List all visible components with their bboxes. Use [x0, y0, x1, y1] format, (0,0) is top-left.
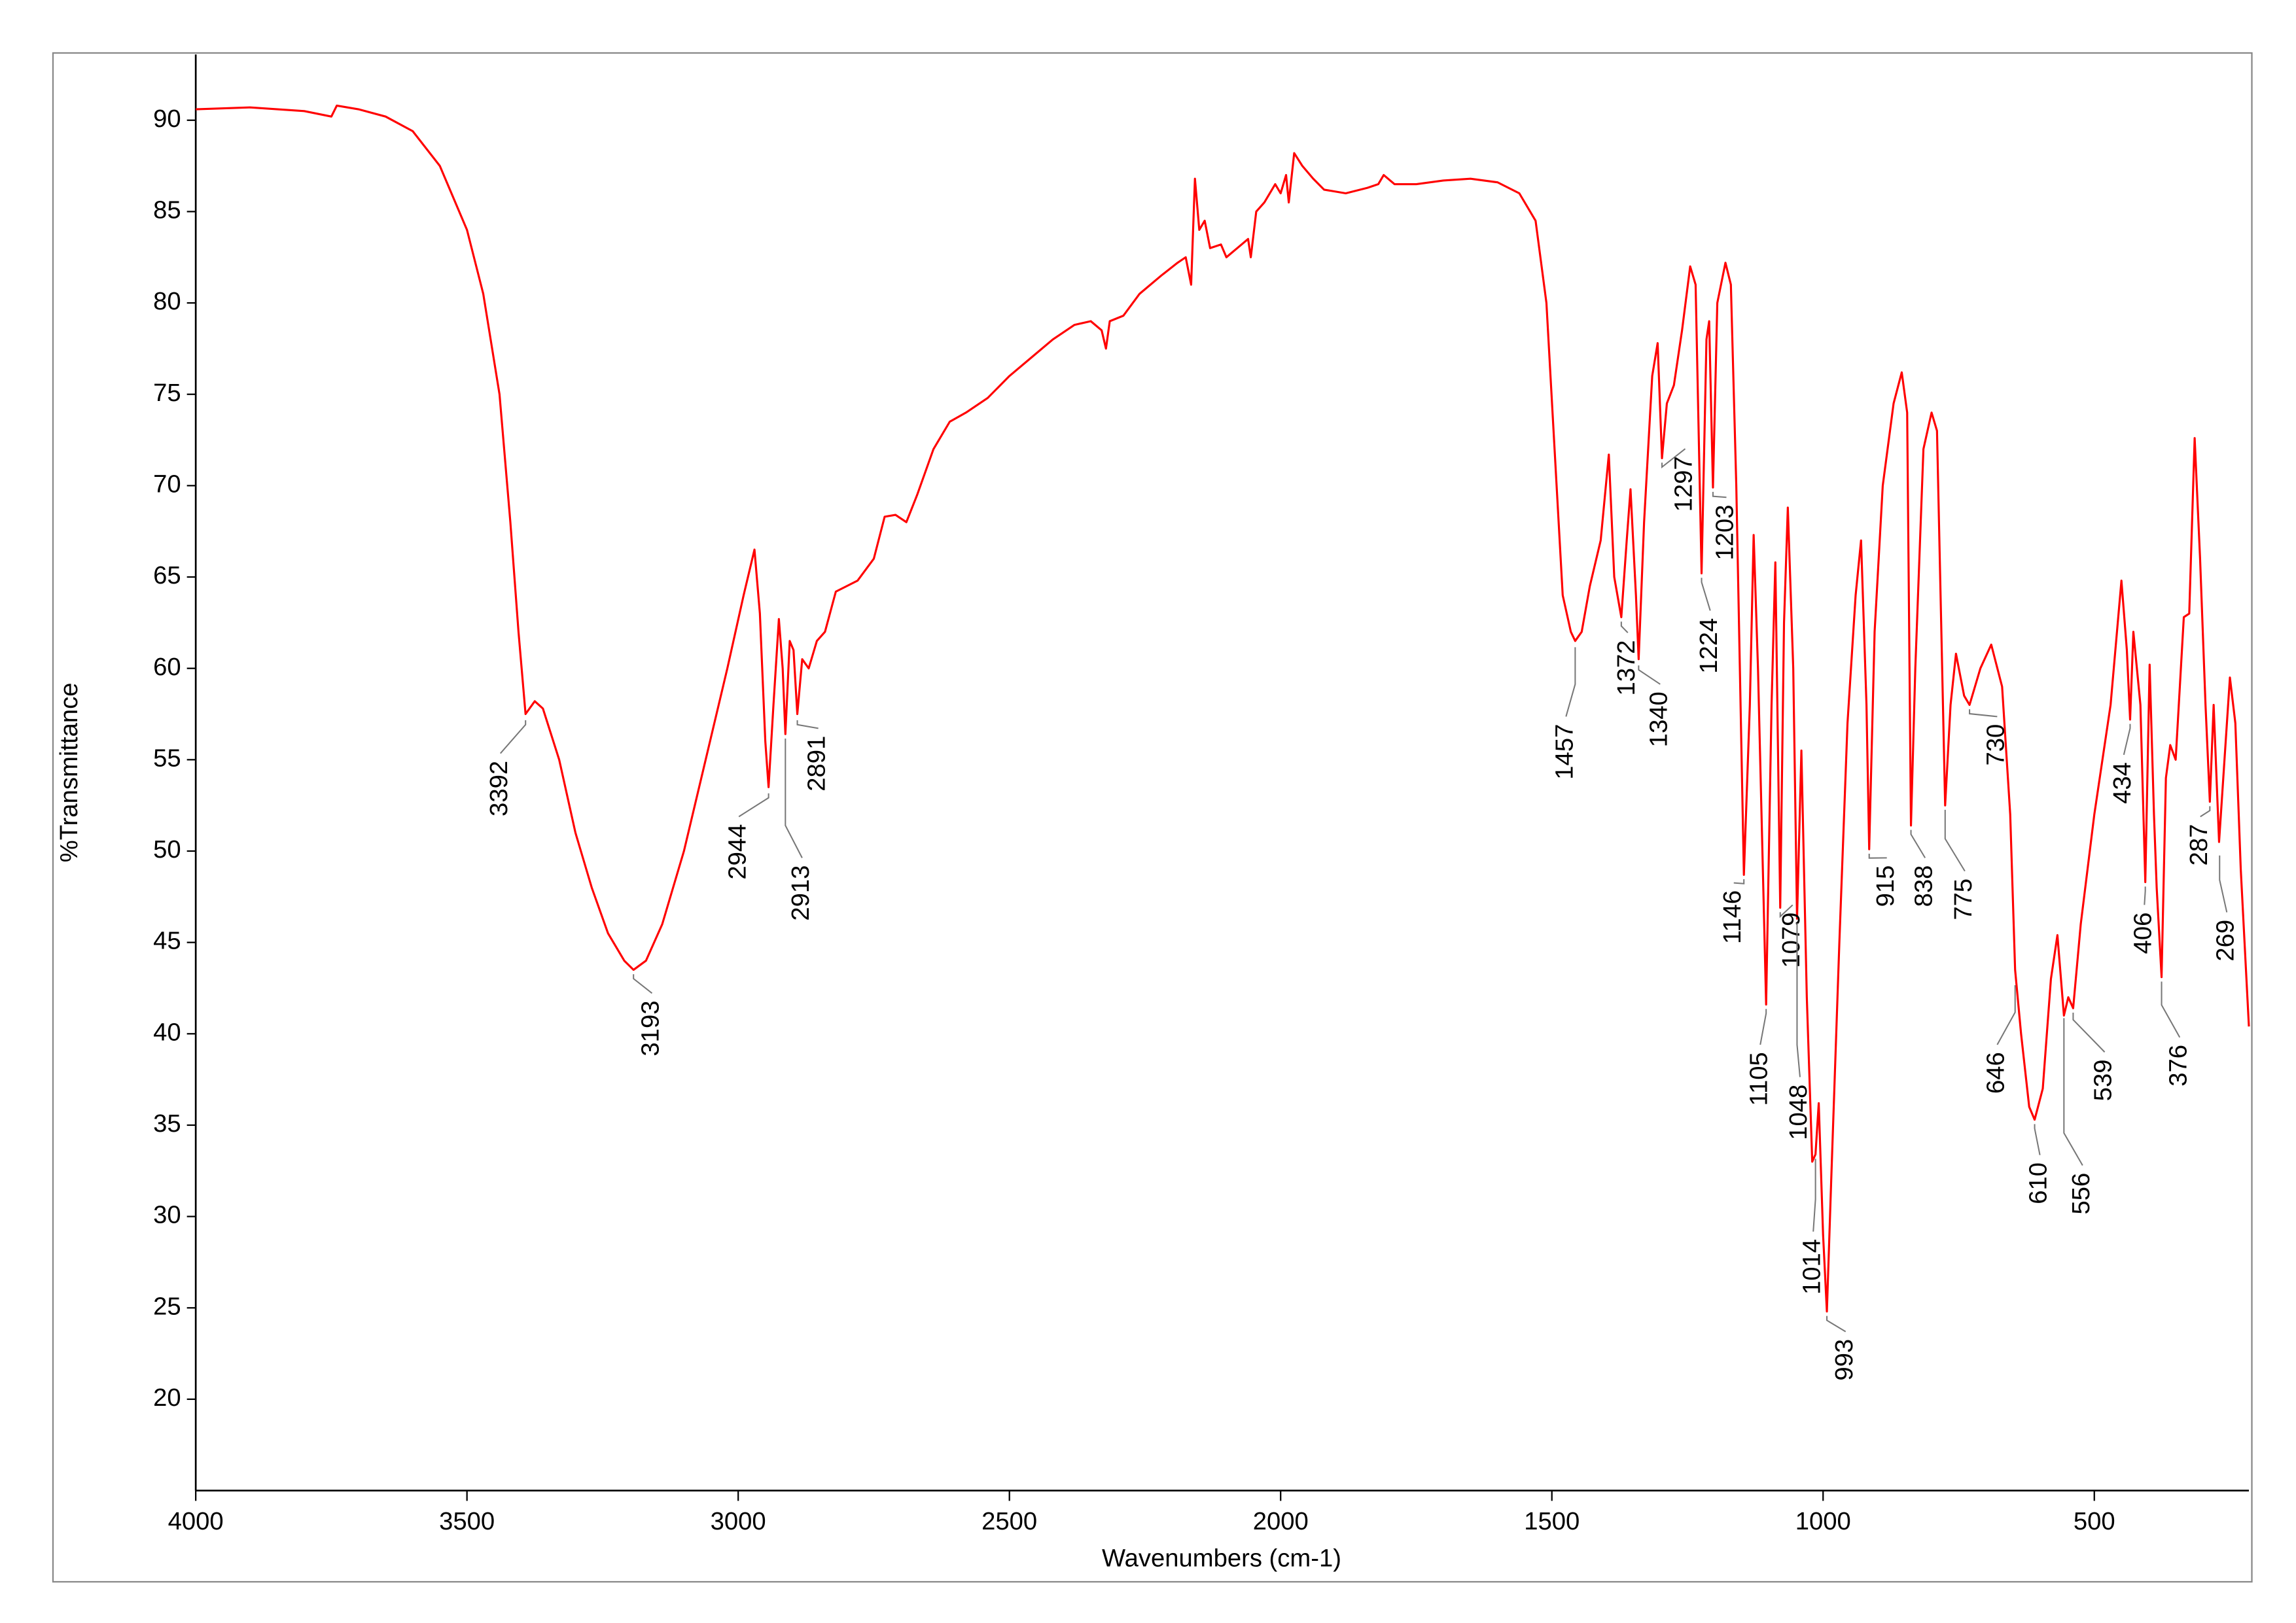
peak-leader	[1944, 809, 1966, 872]
x-tick-label: 2500	[981, 1507, 1037, 1535]
peak-label: 2891	[803, 736, 831, 792]
peak-leader	[500, 720, 527, 754]
peak-label: 915	[1871, 865, 1899, 907]
peak-leader	[2063, 1018, 2083, 1166]
y-tick-label: 80	[153, 287, 181, 315]
peak-leader	[2034, 1124, 2041, 1155]
peak-label: 1372	[1612, 640, 1640, 695]
peak-label: 376	[2164, 1045, 2192, 1087]
y-tick-label: 65	[153, 561, 181, 589]
peak-label: 1105	[1744, 1052, 1773, 1106]
peak-leader	[1661, 448, 1686, 469]
peak-leader	[738, 793, 769, 818]
x-tick-label: 2000	[1253, 1507, 1309, 1535]
peak-label: 646	[1981, 1052, 2009, 1094]
x-tick-label: 1000	[1795, 1507, 1851, 1535]
peak-leader	[1969, 709, 1998, 718]
peak-label: 1297	[1670, 456, 1698, 512]
x-axis-title: Wavenumbers (cm-1)	[1102, 1544, 1341, 1572]
peak-leader	[1779, 904, 1793, 918]
peak-label: 269	[2211, 920, 2239, 962]
peak-leader	[2123, 724, 2131, 756]
y-axis-title: %Transmittance	[55, 683, 83, 863]
x-tick-label: 3500	[439, 1507, 495, 1535]
x-tick-label: 3000	[711, 1507, 766, 1535]
peak-leader	[1638, 665, 1661, 685]
peak-leader	[2161, 981, 2181, 1038]
peak-label: 1224	[1695, 618, 1723, 674]
peak-leader	[1620, 621, 1629, 633]
peak-leader	[1565, 647, 1576, 717]
peak-leader	[1826, 1316, 1846, 1333]
frame	[52, 52, 2253, 1583]
y-tick-label: 25	[153, 1292, 181, 1320]
peak-label: 287	[2185, 824, 2213, 866]
peak-label: 434	[2108, 762, 2136, 804]
peak-label: 838	[1909, 865, 1937, 907]
x-tick-label: 4000	[168, 1507, 224, 1535]
peak-label: 1079	[1777, 913, 1805, 968]
peak-leader	[1796, 923, 1801, 1077]
peak-leader	[2219, 855, 2228, 913]
peak-label: 2944	[723, 824, 751, 880]
peak-label: 1048	[1784, 1085, 1812, 1140]
y-tick-label: 75	[153, 379, 181, 407]
peak-leader	[785, 738, 803, 858]
x-tick-label: 500	[2074, 1507, 2115, 1535]
y-tick-label: 40	[153, 1018, 181, 1046]
y-tick-label: 90	[153, 105, 181, 133]
spectrum-line	[196, 104, 2250, 1313]
peak-leader	[633, 974, 653, 994]
peak-leader	[1812, 1159, 1816, 1232]
peak-label: 1146	[1718, 890, 1746, 944]
y-tick-label: 50	[153, 835, 181, 864]
peak-leader	[1733, 879, 1745, 884]
peak-label: 775	[1949, 879, 1977, 920]
peak-leader	[796, 720, 819, 729]
x-tick-label: 1500	[1524, 1507, 1580, 1535]
peak-label: 610	[2024, 1162, 2053, 1204]
peak-label: 556	[2067, 1173, 2095, 1215]
peak-label: 1457	[1550, 724, 1578, 780]
peak-label: 1340	[1644, 691, 1672, 747]
peak-label: 406	[2128, 913, 2157, 954]
peak-leader	[1759, 1009, 1767, 1045]
peak-label: 993	[1830, 1339, 1858, 1381]
peak-leader	[1996, 985, 2016, 1045]
peak-label: 3392	[485, 761, 513, 816]
y-tick-label: 30	[153, 1201, 181, 1229]
peak-label: 1203	[1711, 505, 1739, 561]
peak-label: 730	[1981, 724, 2009, 766]
y-tick-label: 60	[153, 653, 181, 681]
peak-label: 1014	[1797, 1239, 1826, 1295]
peak-leader	[1868, 853, 1887, 859]
peak-label: 2913	[786, 865, 815, 921]
y-tick-label: 35	[153, 1109, 181, 1138]
y-tick-label: 45	[153, 927, 181, 955]
peak-leader	[1712, 491, 1727, 498]
peak-leader	[2144, 886, 2146, 905]
y-tick-label: 55	[153, 744, 181, 772]
peak-leader	[2200, 806, 2211, 818]
peak-label: 3193	[637, 1001, 665, 1056]
peak-label: 539	[2089, 1060, 2117, 1102]
y-tick-label: 20	[153, 1384, 181, 1412]
peak-leader	[2072, 1012, 2106, 1053]
peak-leader	[1701, 578, 1711, 611]
y-tick-label: 85	[153, 196, 181, 224]
peak-leader	[1910, 829, 1926, 858]
y-tick-label: 70	[153, 470, 181, 498]
